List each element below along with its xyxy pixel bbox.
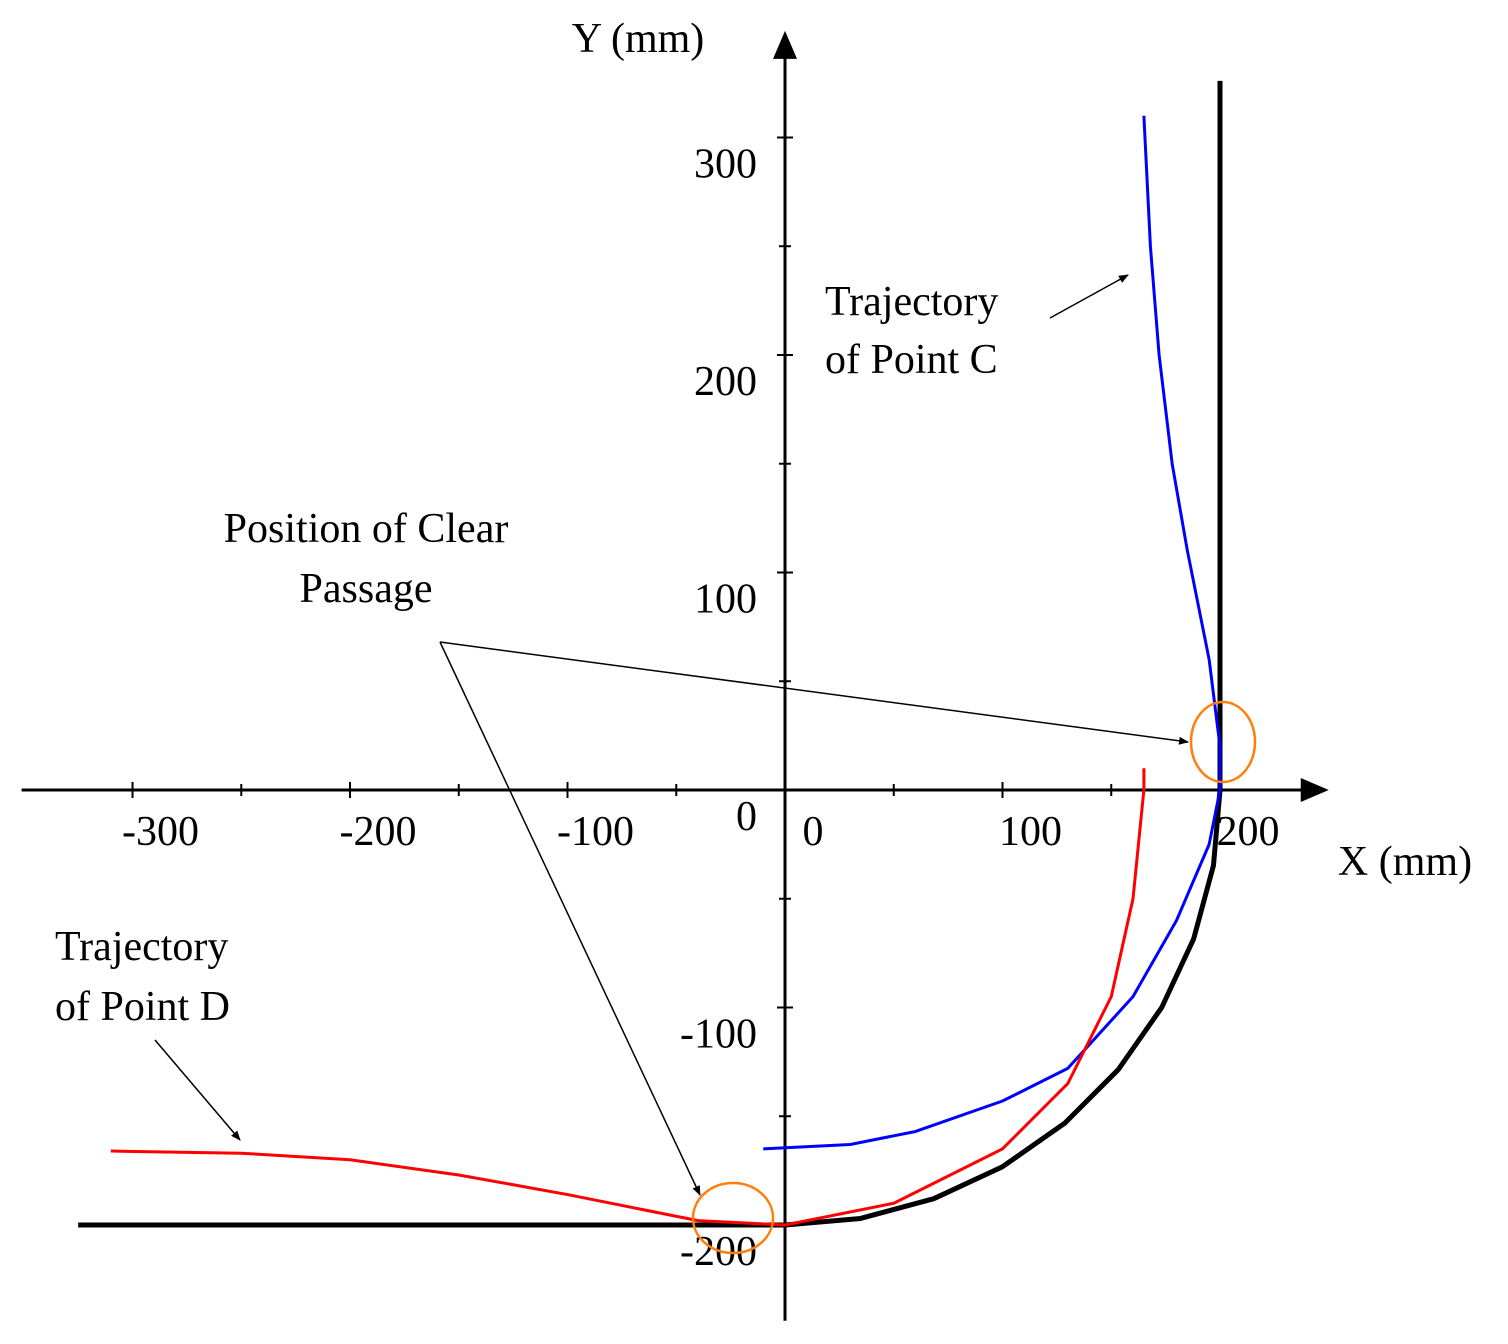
arrow (439, 641, 1189, 745)
annotation: of Point D (55, 984, 230, 1030)
arrow (154, 1039, 241, 1141)
x-tick-label: -200 (340, 809, 417, 855)
y-axis-arrow (773, 30, 798, 59)
annotation: Passage (300, 566, 433, 612)
x-tick-label: 100 (999, 809, 1062, 855)
x-tick-label: -100 (557, 809, 634, 855)
annotation: Trajectory (825, 279, 998, 325)
x-tick-label: -300 (122, 809, 199, 855)
annotation: of Point C (825, 337, 998, 383)
x-axis-arrow (1300, 777, 1329, 802)
x-tick-label: 0 (803, 809, 824, 855)
y-tick-label: 0 (736, 794, 757, 840)
series-line (763, 115, 1222, 1151)
highlight-circle (1189, 700, 1257, 784)
series-line (78, 80, 1223, 1228)
y-tick-label: 100 (694, 576, 757, 622)
y-axis-label: Y (mm) (572, 16, 705, 62)
x-axis-label: X (mm) (1338, 839, 1472, 885)
y-tick-label: -100 (680, 1011, 757, 1057)
annotation: Trajectory (55, 924, 228, 970)
y-tick-label: 200 (694, 359, 757, 405)
arrow (439, 641, 701, 1196)
series-line (110, 768, 1146, 1227)
y-tick-label: 300 (694, 141, 757, 187)
highlight-circle (691, 1181, 775, 1255)
arrow (1049, 274, 1129, 319)
arrows (154, 274, 1189, 1196)
x-tick-label: 200 (1217, 809, 1280, 855)
annotation: Position of Clear (224, 506, 509, 552)
